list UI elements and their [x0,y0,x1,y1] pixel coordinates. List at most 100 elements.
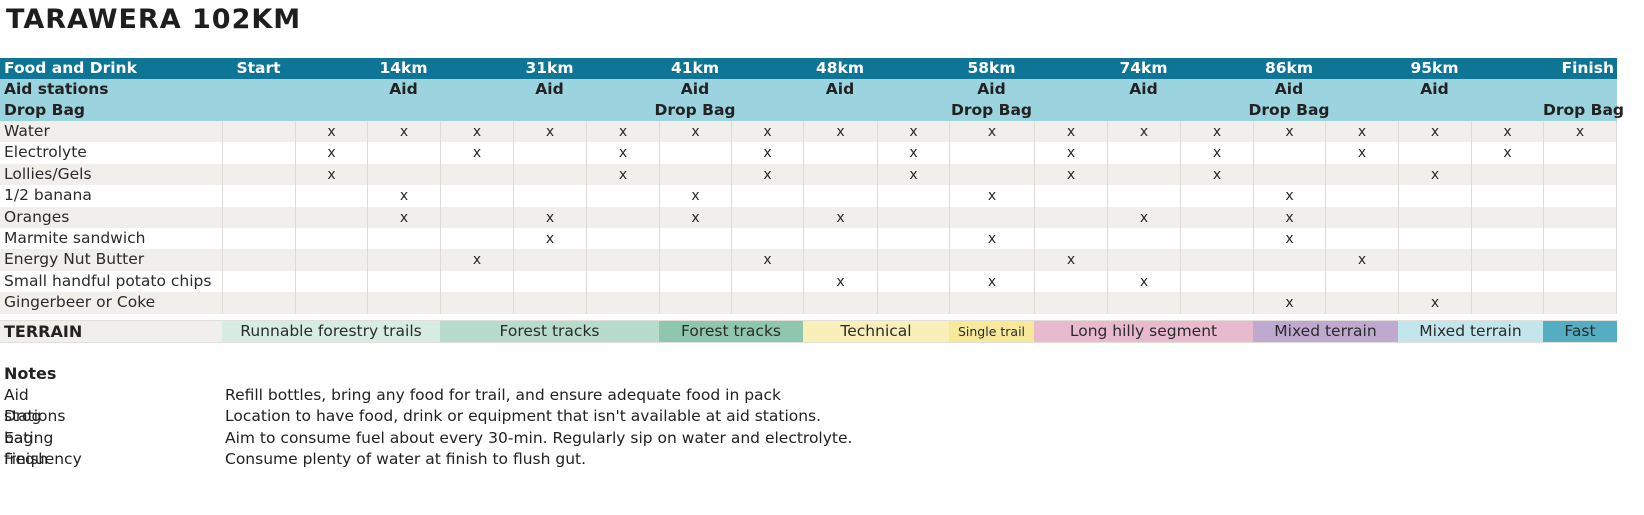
item-cell [367,163,440,186]
item-cell [1253,142,1325,164]
item-cell: x [1107,206,1180,228]
check-mark: x [327,124,336,140]
item-cell [731,185,803,207]
item-row: Energy Nut Butter x x x x [0,249,1617,271]
check-mark: x [472,124,482,140]
item-cell [1543,249,1617,271]
item-cell: x [1034,142,1107,164]
notes-section: Notes Aid stations Refill bottles, bring … [4,363,852,471]
item-cell [803,249,877,271]
item-cell [222,121,295,143]
item-rows: Water x x x x x x x x x x x x x x x x x x Electrolyte x x x x x x… [0,121,1617,314]
check-mark: x [1285,209,1294,226]
item-cell [1543,227,1617,250]
drop-bag-label: Drop Bag [4,101,86,119]
note-value: Location to have food, drink or equipmen… [225,407,822,425]
item-cell [803,163,877,186]
item-cell [1107,227,1180,250]
check-mark: x [327,145,336,162]
check-mark: x [1503,145,1512,162]
page-title: TARAWERA 102KM [6,4,302,35]
terrain-segment: Fast [1543,321,1617,342]
item-cell: x [659,206,731,228]
terrain-segment: Forest tracks [440,321,659,342]
drop-bag-marker: Drop Bag [1543,101,1625,119]
item-cell: x [1471,142,1543,164]
item-cell [1398,185,1471,207]
check-mark: x [1212,124,1222,140]
item-cell [949,249,1034,271]
item-cell [949,292,1034,314]
terrain-segment: Long hilly segment [1034,321,1253,342]
check-mark: x [472,145,482,162]
item-cell: x [659,121,731,143]
check-mark: x [1139,273,1149,290]
item-cell [1034,185,1107,207]
check-mark: x [987,230,997,247]
item-cell [222,249,295,271]
item-cell [1107,142,1180,164]
check-mark: x [691,188,700,205]
check-mark: x [1357,252,1367,269]
note-value: Consume plenty of water at finish to flu… [225,450,587,468]
item-cell [222,270,295,293]
item-label: Lollies/Gels [4,164,92,183]
check-mark: x [763,252,772,269]
item-cell: x [367,185,440,207]
item-cell [1180,206,1253,228]
item-cell: x [440,121,513,143]
item-cell: x [295,121,367,143]
item-cell [513,163,586,186]
item-cell: x [1180,121,1253,143]
item-cell: x [1180,142,1253,164]
check-mark: x [1066,124,1076,140]
check-mark: x [399,124,409,140]
item-cell [1253,270,1325,293]
item-cell [586,206,659,228]
item-cell: x [659,185,731,207]
item-cell: x [877,163,949,186]
item-cell [731,292,803,314]
item-cell [440,292,513,314]
item-row: Gingerbeer or Coke x x [0,292,1617,314]
item-cell [949,142,1034,164]
aid-marker: Aid [1274,80,1304,98]
item-cell [367,270,440,293]
checkpoint-header: 41km [670,59,720,77]
item-cell [1325,270,1398,293]
aid-marker: Aid [680,80,710,98]
check-mark: x [1503,124,1512,140]
item-cell [877,292,949,314]
item-cell [295,270,367,293]
item-cell: x [440,249,513,271]
item-cell [1107,185,1180,207]
item-cell: x [586,142,659,164]
item-cell: x [731,142,803,164]
item-cell: x [513,121,586,143]
note-key: Eating frequency [4,428,82,469]
item-label: Energy Nut Butter [4,250,145,269]
item-cell [440,163,513,186]
item-cell [1325,206,1398,228]
terrain-segment: Mixed terrain [1253,321,1398,342]
check-mark: x [909,145,918,162]
check-mark: x [1139,124,1149,140]
check-mark: x [472,252,482,269]
item-cell: x [949,270,1034,293]
drop-bag-marker: Drop Bag [654,101,736,119]
item-cell: x [1325,142,1398,164]
item-cell [1034,270,1107,293]
item-cell [440,227,513,250]
drop-bag-row: Drop Bag Drop Bag Drop Bag Drop Bag Drop Ba… [0,100,1625,121]
check-mark: x [399,188,409,205]
terrain-segment: Single trail [949,321,1034,342]
check-mark: x [691,209,700,226]
check-mark: x [1285,230,1294,247]
item-cell [1253,249,1325,271]
check-mark: x [1357,124,1367,140]
item-label: Water [4,122,50,140]
item-cell [1471,163,1543,186]
item-cell [803,292,877,314]
note-value: Refill bottles, bring any food for trail… [225,385,782,404]
item-cell [586,292,659,314]
